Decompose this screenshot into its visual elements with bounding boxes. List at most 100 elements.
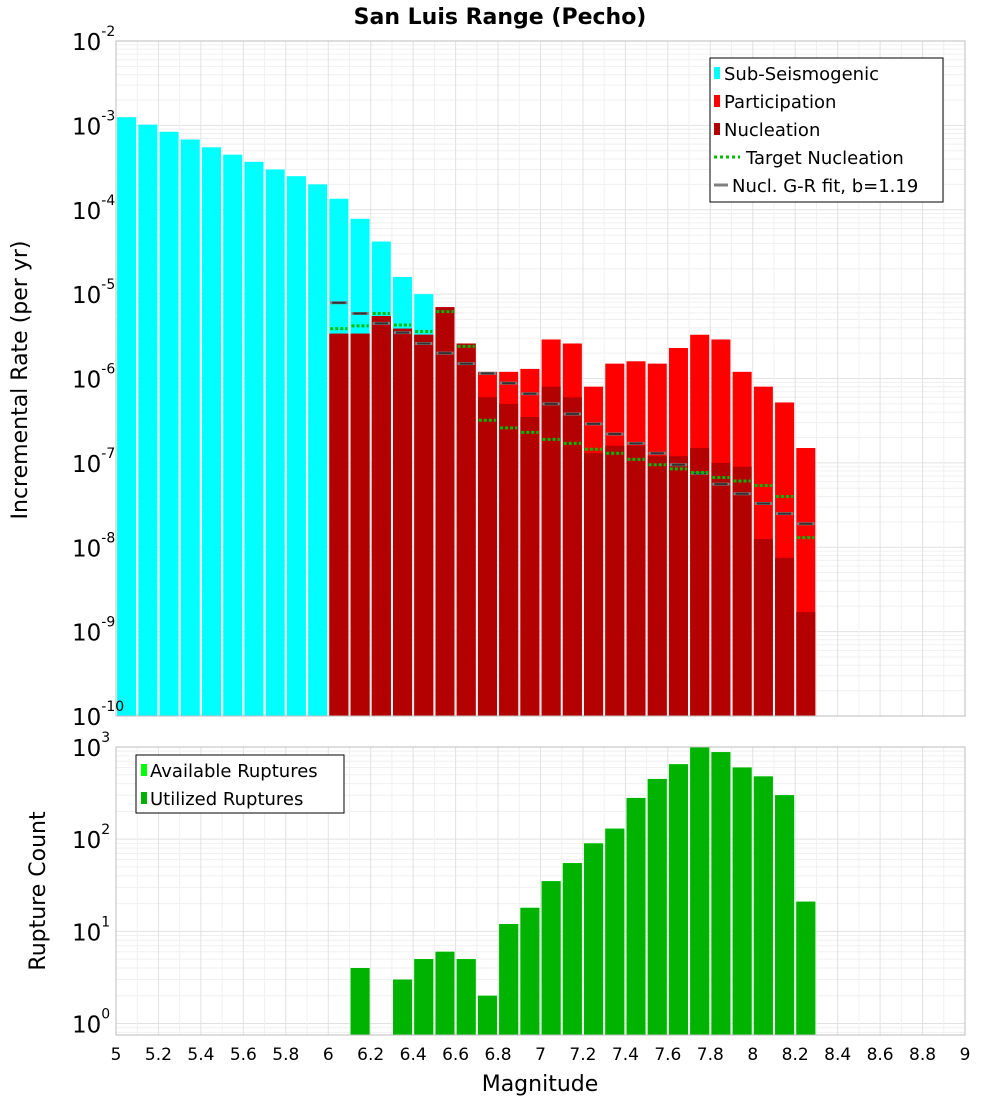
utilized-ruptures-bar [796, 901, 816, 1035]
top-ytick-label: 10-2 [72, 24, 115, 56]
sub-seismogenic-bar [202, 147, 222, 716]
sub-seismogenic-bar [244, 161, 264, 716]
bottom-ytick-label: 102 [72, 822, 110, 854]
nucleation-bar [753, 539, 773, 716]
x-tick-label: 8.8 [909, 1045, 936, 1065]
top-plot-lines [330, 301, 815, 540]
top-ytick-exponent: -4 [101, 193, 115, 209]
x-tick-label: 5.4 [187, 1045, 214, 1065]
utilized-ruptures-bar [668, 764, 688, 1035]
x-axis-label: Magnitude [482, 1072, 599, 1097]
top-ytick-label: 10-6 [72, 362, 115, 394]
top-ytick-label: 10-5 [72, 277, 115, 309]
top-ytick-exponent: -7 [101, 446, 115, 462]
legend-swatch-participation [714, 95, 720, 107]
nucleation-bar [626, 445, 646, 716]
bottom-ytick-label: 101 [72, 914, 110, 946]
utilized-ruptures-bar [541, 881, 561, 1035]
x-tick-label: 6.4 [400, 1045, 427, 1065]
x-tick-label: 6.6 [442, 1045, 469, 1065]
nucleation-bar [732, 466, 752, 716]
utilized-ruptures-bar [435, 951, 455, 1035]
x-tick-label: 9 [960, 1045, 971, 1065]
legend-swatch-nucleation [714, 123, 720, 135]
legend-label-sub-seismogenic: Sub-Seismogenic [724, 64, 879, 85]
legend-swatch-available-ruptures [141, 764, 147, 776]
x-tick-label: 8.4 [824, 1045, 851, 1065]
top-ytick-exponent: -2 [101, 24, 115, 40]
sub-seismogenic-bar [265, 169, 285, 717]
sub-seismogenic-bar [138, 124, 158, 716]
utilized-ruptures-bar [477, 995, 497, 1035]
top-ytick-label: 10-3 [72, 108, 115, 140]
utilized-ruptures-bar [711, 752, 731, 1035]
utilized-ruptures-bar [393, 979, 413, 1035]
nucleation-bar [668, 456, 688, 716]
bottom-ytick-exponent: 2 [101, 822, 110, 838]
utilized-ruptures-bar [584, 843, 604, 1035]
x-tick-label: 7.4 [612, 1045, 639, 1065]
utilized-ruptures-bar [499, 924, 519, 1035]
bottom-plot-x-ticks: 5 5.2 5.4 5.6 5.8 6 6.2 6.4 6.6 6.8 7 7.2 7.4 7.6 7.8 8… [111, 1045, 971, 1065]
bottom-ytick-exponent: 1 [101, 914, 110, 930]
sub-seismogenic-bar [159, 131, 179, 716]
nucleation-bar [456, 343, 476, 716]
nucleation-bar [329, 333, 349, 716]
legend-label-available-ruptures: Available Ruptures [150, 761, 318, 782]
bottom-plot-ylabel: Rupture Count [26, 811, 51, 971]
legend-label-nucleation: Nucleation [724, 120, 820, 141]
sub-seismogenic-bar [117, 117, 137, 716]
utilized-ruptures-bar [626, 797, 646, 1035]
top-ytick-exponent: -5 [101, 277, 115, 293]
sub-seismogenic-bar [223, 154, 243, 716]
top-plot-legend: Sub-Seismogenic Participation Nucleation… [709, 57, 944, 203]
x-tick-label: 7.6 [654, 1045, 681, 1065]
bottom-ytick-label: 103 [72, 730, 110, 762]
sub-seismogenic-bar [308, 184, 328, 717]
bottom-plot-legend: Available Ruptures Utilized Ruptures [135, 754, 345, 814]
nucleation-bar [393, 328, 413, 716]
nucleation-bar [350, 333, 370, 716]
utilized-ruptures-bar [647, 778, 667, 1035]
bottom-ytick-exponent: 3 [101, 730, 110, 746]
nucleation-bar [520, 416, 540, 716]
chart-title: San Luis Range (Pecho) [354, 5, 647, 30]
nucleation-bar [541, 386, 561, 716]
bottom-legend-box [135, 754, 345, 814]
top-ytick-label: 10-8 [72, 530, 115, 562]
utilized-ruptures-bar [350, 968, 370, 1035]
bottom-plot-frame [115, 746, 966, 1036]
top-ytick-label: 10-9 [72, 615, 115, 647]
utilized-ruptures-bar [605, 828, 625, 1035]
utilized-ruptures-bar [775, 795, 795, 1035]
nucleation-bar [775, 557, 795, 716]
top-plot-frame [115, 40, 966, 717]
legend-swatch-sub-seismogenic [714, 67, 720, 79]
x-tick-label: 7.2 [569, 1045, 596, 1065]
x-tick-label: 7.8 [697, 1045, 724, 1065]
legend-swatch-utilized-ruptures [141, 792, 147, 804]
bottom-ytick-label: 100 [72, 1006, 110, 1038]
top-ytick-exponent: -6 [101, 362, 115, 378]
x-tick-label: 8.2 [782, 1045, 809, 1065]
nucleation-bar [499, 403, 519, 716]
utilized-ruptures-bar [753, 776, 773, 1035]
x-tick-label: 5.2 [145, 1045, 172, 1065]
x-tick-label: 8 [747, 1045, 758, 1065]
x-tick-label: 8.6 [867, 1045, 894, 1065]
utilized-ruptures-bar [690, 747, 710, 1035]
utilized-ruptures-bar [520, 907, 540, 1035]
x-tick-label: 6 [323, 1045, 334, 1065]
legend-label-participation: Participation [724, 92, 836, 113]
nucleation-bar [647, 456, 667, 716]
top-plot-bars [117, 117, 816, 717]
bottom-ytick-exponent: 0 [101, 1006, 110, 1022]
nucleation-bar [605, 445, 625, 716]
legend-label-utilized-ruptures: Utilized Ruptures [150, 789, 303, 810]
legend-label-gr-fit: Nucl. G-R fit, b=1.19 [732, 176, 918, 197]
